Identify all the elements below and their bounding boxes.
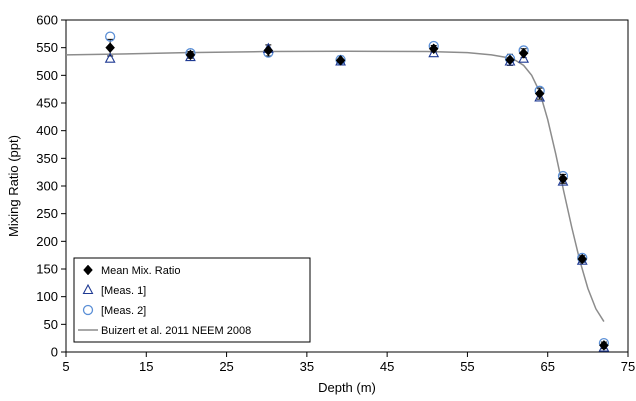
y-tick-label: 450	[36, 96, 58, 111]
x-tick-label: 45	[380, 359, 394, 374]
point-diamond	[534, 88, 545, 99]
x-tick-label: 75	[621, 359, 635, 374]
legend-symbol-circle	[82, 304, 94, 316]
legend-label: [Meas. 1]	[101, 285, 146, 297]
x-tick-label: 5	[62, 359, 69, 374]
point-triangle	[104, 52, 116, 63]
point-circle	[105, 31, 116, 42]
y-tick-label: 100	[36, 289, 58, 304]
y-tick-label: 0	[51, 345, 58, 360]
x-axis-ticks: 5 15 25 35 45 55 65 75	[62, 352, 635, 374]
x-tick-label: 25	[219, 359, 233, 374]
x-axis-title: Depth (m)	[318, 380, 376, 395]
legend-label: [Meas. 2]	[101, 305, 146, 317]
legend-label: Mean Mix. Ratio	[101, 265, 180, 277]
point-triangle	[534, 91, 546, 102]
fit-line-layer	[65, 50, 605, 322]
y-tick-label: 150	[36, 262, 58, 277]
point-diamond	[263, 45, 274, 56]
fit-line-buizert	[65, 50, 605, 322]
point-diamond	[577, 253, 588, 265]
point-diamond	[185, 49, 196, 61]
y-axis-ticks: 0 50 100 150 200 250 300 350 400 450 500 550 600	[36, 13, 66, 360]
point-triangle	[518, 52, 530, 63]
legend: Mean Mix. Ratio [Meas. 1] [Meas. 2] Buizert…	[73, 257, 311, 343]
y-tick-label: 50	[44, 317, 58, 332]
legend-items: Mean Mix. Ratio [Meas. 1] [Meas. 2] Buizert…	[78, 264, 251, 337]
point-diamond	[518, 47, 529, 59]
x-tick-label: 65	[540, 359, 554, 374]
y-tick-label: 550	[36, 40, 58, 55]
point-diamond	[599, 339, 609, 351]
y-tick-label: 400	[36, 123, 58, 138]
legend-label: Buizert et al. 2011 NEEM 2008	[101, 325, 251, 337]
point-diamond	[505, 54, 515, 66]
marker-layer	[104, 31, 610, 352]
y-tick-label: 600	[36, 13, 58, 28]
legend-symbol-triangle	[82, 283, 94, 295]
x-tick-label: 15	[139, 359, 153, 374]
x-tick-label: 55	[460, 359, 474, 374]
y-tick-label: 300	[36, 179, 58, 194]
y-tick-label: 500	[36, 68, 58, 83]
y-tick-label: 200	[36, 234, 58, 249]
y-tick-label: 250	[36, 206, 58, 221]
point-triangle	[428, 47, 440, 58]
y-axis-title: Mixing Ratio (ppt)	[6, 135, 21, 237]
point-diamond	[428, 43, 439, 55]
point-diamond	[105, 42, 115, 54]
y-tick-label: 350	[36, 151, 58, 166]
legend-symbol-diamond	[83, 264, 93, 276]
x-tick-label: 35	[300, 359, 314, 374]
point-diamond	[335, 55, 346, 66]
point-diamond	[558, 173, 568, 185]
legend-box	[73, 257, 311, 343]
